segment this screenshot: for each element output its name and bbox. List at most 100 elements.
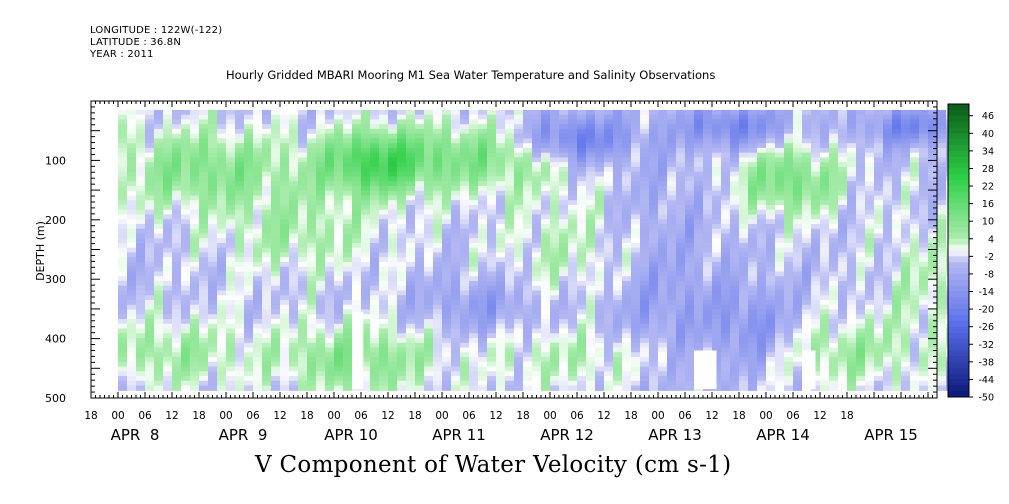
heatmap-cell (856, 171, 866, 178)
heatmap-cell (541, 333, 551, 339)
heatmap-cell (388, 147, 398, 154)
heatmap-cell (136, 385, 146, 391)
heatmap-cell (685, 124, 695, 130)
heatmap-cell (118, 238, 128, 244)
heatmap-cell (631, 342, 641, 349)
heatmap-cell (280, 385, 290, 391)
heatmap-cell (298, 342, 308, 349)
heatmap-cell (307, 238, 317, 244)
heatmap-cell (730, 133, 740, 140)
heatmap-cell (271, 285, 281, 292)
heatmap-cell (766, 162, 776, 168)
heatmap-cell (424, 204, 434, 211)
heatmap-cell (811, 319, 821, 325)
heatmap-cell (820, 190, 830, 197)
heatmap-cell (739, 171, 749, 178)
heatmap-cell (478, 371, 488, 377)
heatmap-cell (460, 247, 470, 254)
heatmap-cell (550, 371, 560, 377)
heatmap-cell (208, 214, 218, 220)
heatmap-cell (145, 157, 155, 163)
heatmap-cell (559, 219, 569, 225)
heatmap-cell (388, 328, 398, 334)
heatmap-cell (253, 214, 263, 220)
heatmap-cell (118, 376, 128, 382)
heatmap-cell (199, 323, 209, 330)
heatmap-cell (856, 357, 866, 363)
heatmap-cell (334, 147, 344, 154)
heatmap-cell (685, 223, 695, 230)
heatmap-cell (568, 190, 578, 197)
heatmap-cell (334, 285, 344, 292)
heatmap-cell (550, 152, 560, 159)
heatmap-cell (343, 147, 353, 154)
heatmap-cell (694, 252, 704, 258)
heatmap-cell (748, 280, 758, 287)
heatmap-cell (586, 261, 596, 268)
heatmap-cell (370, 176, 380, 182)
heatmap-cell (181, 119, 191, 125)
heatmap-cell (226, 342, 236, 349)
heatmap-cell (397, 157, 407, 163)
heatmap-cell (487, 266, 497, 273)
heatmap-cell (478, 124, 488, 130)
heatmap-cell (118, 181, 128, 187)
heatmap-cell (478, 138, 488, 144)
heatmap-cell (667, 143, 677, 149)
heatmap-cell (469, 133, 479, 140)
heatmap-cell (289, 280, 299, 287)
heatmap-cell (442, 280, 452, 287)
heatmap-cell (604, 233, 614, 239)
heatmap-cell (397, 162, 407, 168)
heatmap-cell (496, 385, 506, 391)
heatmap-cell (757, 280, 767, 287)
heatmap-cell (838, 128, 848, 135)
heatmap-cell (460, 352, 470, 358)
heatmap-cell (145, 209, 155, 216)
heatmap-cell (847, 347, 857, 353)
heatmap-cell (658, 333, 668, 339)
heatmap-cell (748, 385, 758, 391)
heatmap-cell (208, 280, 218, 287)
heatmap-cell (487, 119, 497, 125)
heatmap-cell (613, 304, 623, 311)
heatmap-cell (712, 162, 722, 168)
heatmap-cell (586, 385, 596, 391)
heatmap-cell (640, 380, 650, 387)
heatmap-cell (397, 319, 407, 325)
heatmap-cell (721, 204, 731, 211)
heatmap-cell (145, 257, 155, 263)
heatmap-cell (622, 266, 632, 273)
heatmap-cell (523, 342, 533, 349)
heatmap-cell (820, 242, 830, 249)
heatmap-cell (640, 314, 650, 320)
heatmap-cell (262, 242, 272, 249)
heatmap-cell (721, 181, 731, 187)
heatmap-cell (352, 143, 362, 149)
heatmap-cell (442, 376, 452, 382)
heatmap-cell (739, 166, 749, 173)
heatmap-cell (361, 328, 371, 334)
heatmap-cell (829, 361, 839, 368)
heatmap-cell (667, 242, 677, 249)
heatmap-cell (235, 338, 245, 344)
heatmap-cell (514, 361, 524, 368)
heatmap-cell (865, 266, 875, 273)
heatmap-cell (163, 257, 173, 263)
heatmap-cell (847, 280, 857, 287)
heatmap-cell (505, 152, 515, 159)
heatmap-cell (505, 276, 515, 282)
heatmap-cell (775, 376, 785, 382)
heatmap-cell (451, 290, 461, 296)
heatmap-cell (424, 271, 434, 277)
heatmap-cell (577, 233, 587, 239)
heatmap-cell (469, 309, 479, 315)
heatmap-cell (469, 261, 479, 268)
heatmap-cell (388, 252, 398, 258)
heatmap-cell (559, 109, 569, 116)
heatmap-cell (253, 319, 263, 325)
heatmap-cell (415, 347, 425, 353)
heatmap-cell (721, 314, 731, 320)
heatmap-cell (325, 114, 335, 121)
heatmap-cell (460, 385, 470, 391)
